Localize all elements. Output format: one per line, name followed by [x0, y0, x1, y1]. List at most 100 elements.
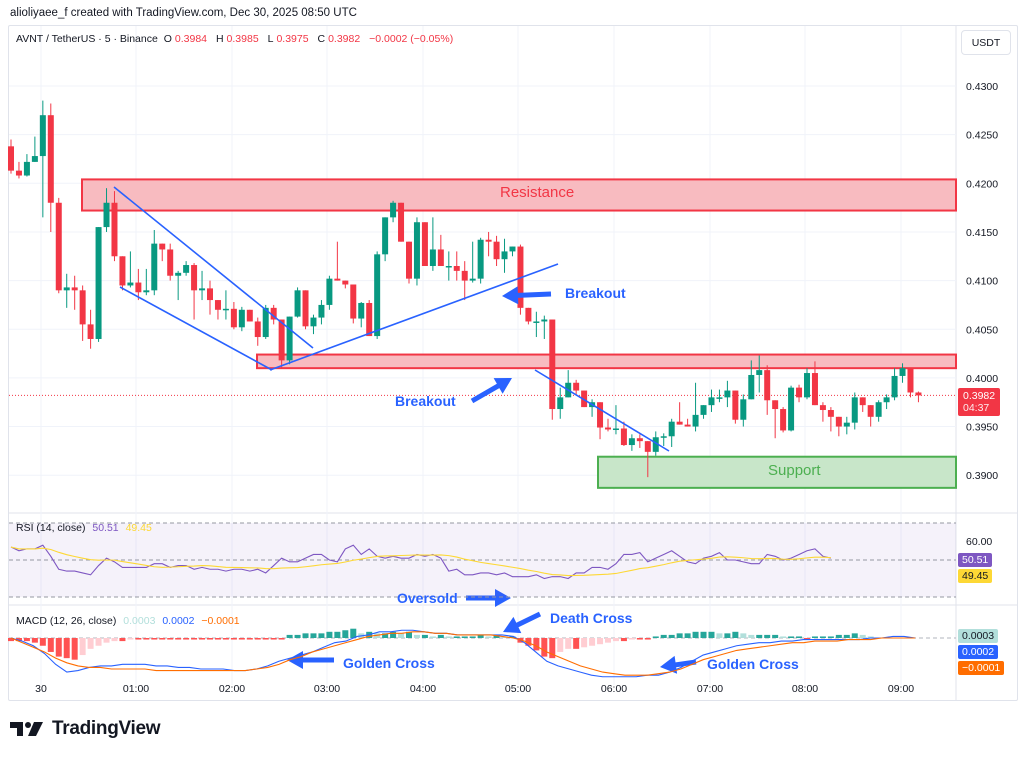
candle [835, 416, 842, 427]
candle [294, 290, 301, 317]
macd-histogram-bar [390, 631, 397, 638]
resistance-zone[interactable] [81, 178, 957, 212]
candle [700, 405, 707, 415]
candle [867, 405, 874, 417]
golden-cross-label-2: Golden Cross [707, 656, 799, 672]
rsi-ma-tag: 49.45 [958, 569, 993, 583]
candle [111, 202, 118, 257]
candle [421, 222, 428, 267]
macd-histogram-bar [151, 638, 158, 640]
candle [254, 321, 261, 338]
macd-histogram-bar [557, 638, 564, 652]
symbol-name: AVNT / TetherUS · 5 · Binance [16, 33, 158, 45]
macd-histogram-bar [445, 636, 452, 638]
candle [740, 399, 747, 420]
macd-histogram-bar [421, 634, 428, 638]
tradingview-logo[interactable]: TradingView [10, 718, 161, 740]
brand-name: TradingView [52, 718, 161, 739]
macd-histogram-bar [167, 638, 174, 640]
candle [597, 402, 604, 428]
candle [143, 290, 150, 293]
macd-histogram-bar [652, 636, 659, 638]
trendline[interactable] [113, 186, 314, 349]
candle [851, 397, 858, 423]
candle [875, 402, 882, 417]
macd-histogram-bar [270, 638, 277, 640]
price-tick: 0.4300 [966, 81, 998, 93]
candle [366, 302, 373, 337]
candle [437, 249, 444, 267]
candle [891, 375, 898, 398]
candle [843, 422, 850, 427]
candle [899, 368, 906, 376]
macd-histogram-bar [199, 638, 206, 640]
trendline[interactable] [534, 369, 670, 452]
candle [676, 421, 683, 425]
chart-frame [8, 25, 1018, 701]
candle [334, 278, 341, 281]
candle [15, 170, 22, 176]
macd-histogram-bar [620, 638, 627, 642]
macd-histogram-bar [413, 634, 420, 638]
time-tick: 02:00 [219, 683, 245, 695]
candle [827, 410, 834, 417]
macd-histogram-bar [111, 638, 118, 642]
candle [461, 270, 468, 281]
candle [788, 387, 795, 431]
time-tick: 08:00 [792, 683, 818, 695]
candle [660, 436, 667, 438]
trendline[interactable] [269, 263, 559, 371]
oversold-label: Oversold [397, 590, 458, 606]
macd-histogram-bar [326, 631, 333, 638]
macd-histogram-bar [47, 638, 54, 652]
macd-histogram-bar [541, 638, 548, 657]
macd-histogram-bar [859, 634, 866, 638]
price-tick: 0.3900 [966, 470, 998, 482]
candle [804, 373, 810, 398]
macd-histogram-bar [636, 638, 643, 640]
price-tick: 0.4000 [966, 373, 998, 385]
candle [214, 300, 221, 310]
macd-histogram-bar [612, 638, 619, 642]
ohlc-change: −0.0002 (−0.05%) [369, 33, 454, 45]
macd-histogram-bar [398, 633, 405, 638]
macd-histogram-bar [692, 631, 699, 638]
oversold-arrow-icon [466, 589, 511, 607]
candle [262, 307, 269, 338]
candle [382, 217, 389, 255]
macd-histogram-bar [740, 633, 747, 638]
trendline[interactable] [119, 286, 273, 371]
retest-zone[interactable] [256, 353, 957, 370]
candle [183, 265, 190, 273]
macd-histogram-bar [525, 638, 532, 646]
candle [668, 421, 675, 437]
candle [413, 222, 420, 279]
macd-histogram-bar [867, 636, 874, 638]
macd-histogram-bar [437, 634, 444, 638]
macd-histogram-bar [565, 638, 572, 649]
candle [71, 287, 78, 291]
candle [318, 304, 325, 318]
candle [732, 390, 739, 420]
macd-histogram-bar [79, 638, 86, 656]
macd-histogram-bar [533, 638, 540, 651]
candle [692, 414, 699, 427]
macd-histogram-bar [214, 638, 221, 640]
macd-histogram-bar [827, 636, 834, 638]
breakout-label-upper: Breakout [565, 285, 626, 301]
candle [620, 428, 627, 446]
macd-signal-line [10, 631, 916, 676]
macd-histogram-bar [191, 638, 198, 640]
breakout-arrow-lower-icon [470, 378, 512, 404]
candle [230, 308, 237, 328]
candle [453, 266, 460, 271]
rsi-value-tag: 50.51 [958, 553, 993, 567]
macd-histogram-bar [843, 634, 850, 638]
currency-button[interactable]: USDT [961, 30, 1011, 55]
support-zone[interactable] [597, 455, 957, 489]
candle [708, 397, 715, 406]
candle [238, 309, 245, 328]
candle [278, 319, 285, 361]
support-label: Support [768, 462, 821, 479]
